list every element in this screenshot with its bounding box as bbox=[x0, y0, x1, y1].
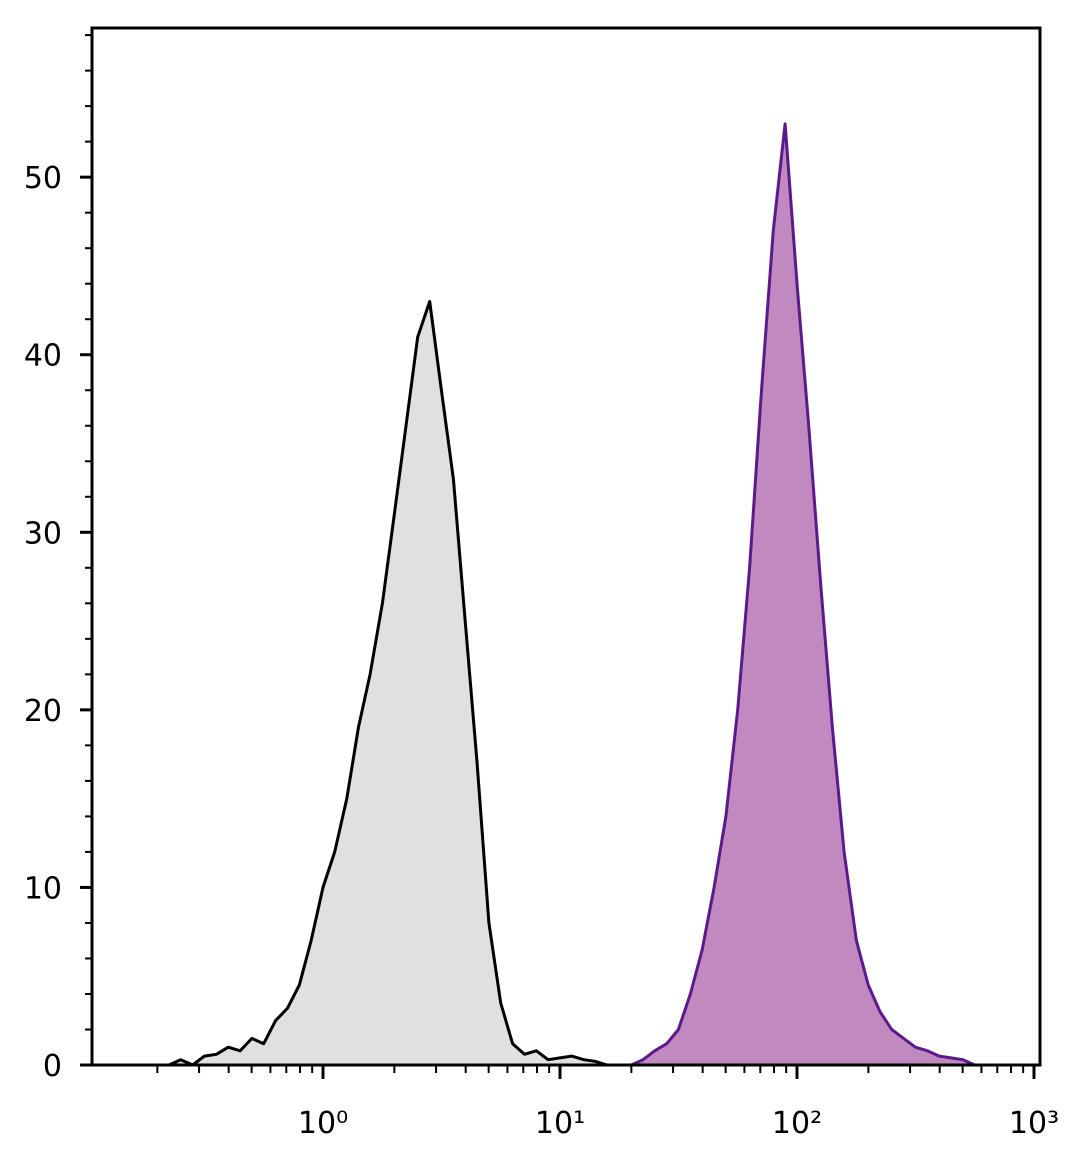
y-tick-label: 50 bbox=[24, 161, 62, 196]
y-tick-label: 0 bbox=[43, 1049, 62, 1084]
histogram-fill bbox=[109, 301, 1035, 1065]
histogram-fill bbox=[109, 123, 1035, 1065]
histogram-line bbox=[109, 122, 1034, 1067]
y-tick-label: 10 bbox=[24, 871, 62, 906]
y-tick-label: 30 bbox=[24, 516, 62, 551]
plot-frame bbox=[90, 26, 1042, 1067]
histogram-line bbox=[109, 300, 1034, 1067]
y-tick-label: 40 bbox=[24, 339, 62, 374]
y-tick-label: 20 bbox=[24, 694, 62, 729]
x-tick-label: 10² bbox=[772, 1106, 822, 1141]
x-tick-label: 10³ bbox=[1009, 1106, 1059, 1141]
x-tick-label: 10¹ bbox=[535, 1106, 585, 1141]
x-tick-label: 10⁰ bbox=[298, 1106, 348, 1141]
